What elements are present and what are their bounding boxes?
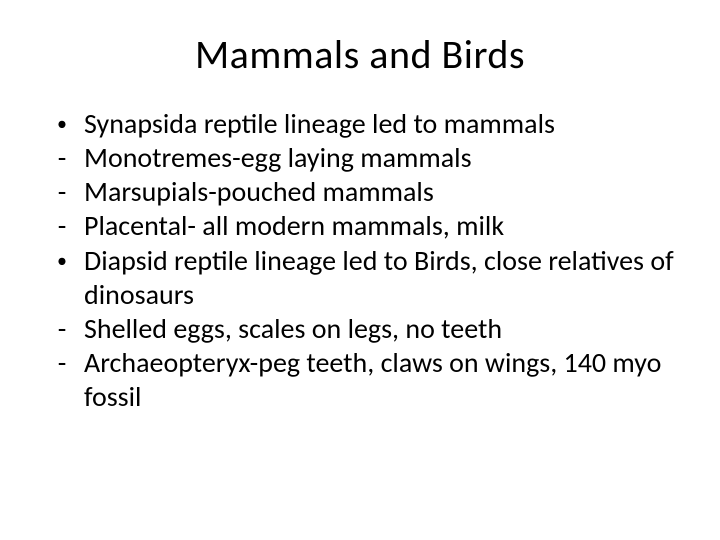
list-item: - Shelled eggs, scales on legs, no teeth	[40, 312, 680, 346]
list-item-text: Diapsid reptile lineage led to Birds, cl…	[84, 244, 680, 312]
dash-icon: -	[40, 141, 84, 175]
list-item-text: Marsupials-pouched mammals	[84, 175, 680, 209]
list-item: - Monotremes-egg laying mammals	[40, 141, 680, 175]
slide-title: Mammals and Birds	[40, 30, 680, 79]
list-item-text: Archaeopteryx-peg teeth, claws on wings,…	[84, 346, 680, 414]
dash-icon: -	[40, 175, 84, 209]
slide-body: • Synapsida reptile lineage led to mamma…	[40, 107, 680, 414]
list-item: - Placental- all modern mammals, milk	[40, 209, 680, 243]
list-item-text: Shelled eggs, scales on legs, no teeth	[84, 312, 680, 346]
dash-icon: -	[40, 209, 84, 243]
list-item: • Synapsida reptile lineage led to mamma…	[40, 107, 680, 141]
dash-icon: -	[40, 346, 84, 380]
dash-icon: -	[40, 312, 84, 346]
bullet-icon: •	[40, 107, 84, 141]
slide: Mammals and Birds • Synapsida reptile li…	[0, 0, 720, 540]
list-item: - Archaeopteryx-peg teeth, claws on wing…	[40, 346, 680, 414]
bullet-icon: •	[40, 244, 84, 278]
list-item: • Diapsid reptile lineage led to Birds, …	[40, 244, 680, 312]
list-item: - Marsupials-pouched mammals	[40, 175, 680, 209]
list-item-text: Monotremes-egg laying mammals	[84, 141, 680, 175]
list-item-text: Placental- all modern mammals, milk	[84, 209, 680, 243]
list-item-text: Synapsida reptile lineage led to mammals	[84, 107, 680, 141]
